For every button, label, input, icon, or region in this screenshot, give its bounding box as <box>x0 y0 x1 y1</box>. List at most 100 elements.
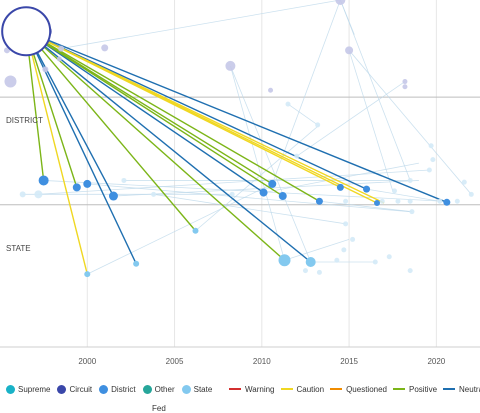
citation-line[interactable] <box>25 31 78 188</box>
faded-case-point[interactable] <box>34 190 43 199</box>
court-citation-chart: 2000 2005 2010 2015 2020 DISTRICT STATE <box>0 0 480 366</box>
case-point[interactable] <box>72 183 81 192</box>
faded-case-point[interactable] <box>341 247 347 253</box>
faded-case-point[interactable] <box>409 209 415 215</box>
legend-item-neutral[interactable]: Neutral <box>443 383 480 395</box>
case-point[interactable] <box>336 183 344 191</box>
x-tick-label: 2005 <box>166 357 184 366</box>
focal-case-circle[interactable] <box>1 6 52 57</box>
faded-case-point[interactable] <box>402 84 408 90</box>
case-point[interactable] <box>443 198 451 206</box>
faded-case-point[interactable] <box>372 259 378 265</box>
case-point[interactable] <box>192 227 199 234</box>
legend-item-circuit[interactable]: Circuit <box>57 383 92 395</box>
faded-case-point[interactable] <box>350 236 356 242</box>
legend-item-positive[interactable]: Positive <box>393 383 437 395</box>
faded-case-point[interactable] <box>56 56 62 62</box>
citation-line[interactable] <box>25 30 273 185</box>
citation-line[interactable] <box>25 30 284 197</box>
citation-line[interactable] <box>25 30 115 197</box>
faded-case-point[interactable] <box>19 191 26 198</box>
treatment-legend: Warning Caution Questioned Positive Neut… <box>229 383 480 395</box>
warning-line-icon <box>229 388 241 390</box>
faded-case-point[interactable] <box>379 198 385 204</box>
faded-case-point[interactable] <box>294 153 300 159</box>
faded-case-point[interactable] <box>461 179 467 185</box>
faded-case-point[interactable] <box>302 268 308 274</box>
citation-line[interactable] <box>25 30 385 204</box>
faded-case-point[interactable] <box>426 167 432 173</box>
positive-line-icon <box>393 388 405 390</box>
case-point[interactable] <box>363 185 371 193</box>
faded-case-point[interactable] <box>345 46 354 55</box>
legend-item-state[interactable]: State <box>181 383 212 395</box>
faded-case-point[interactable] <box>42 66 49 73</box>
background-link <box>43 180 444 202</box>
case-point[interactable] <box>84 271 91 278</box>
citation-line[interactable] <box>25 30 285 261</box>
case-point[interactable] <box>374 199 381 206</box>
state-dot-icon <box>181 384 191 394</box>
faded-case-point[interactable] <box>268 87 274 93</box>
background-link <box>339 0 355 35</box>
case-point[interactable] <box>108 191 118 201</box>
legend-item-questioned[interactable]: Questioned <box>330 383 387 395</box>
background-link <box>61 0 341 49</box>
citation-line[interactable] <box>25 30 264 194</box>
questioned-line-icon <box>330 388 343 390</box>
faded-case-point[interactable] <box>407 177 413 183</box>
faded-case-point[interactable] <box>454 198 460 204</box>
faded-case-point[interactable] <box>343 198 349 204</box>
citation-line[interactable] <box>25 30 367 190</box>
x-tick-label: 2020 <box>427 357 445 366</box>
case-point[interactable] <box>38 175 49 186</box>
legend-item-other[interactable]: Other <box>142 383 175 395</box>
citation-line[interactable] <box>25 30 197 232</box>
faded-case-point[interactable] <box>151 191 157 197</box>
faded-case-point[interactable] <box>335 0 346 5</box>
citation-line[interactable] <box>25 31 88 275</box>
legend-item-caution[interactable]: Caution <box>280 383 325 395</box>
faded-case-point[interactable] <box>316 269 322 275</box>
legend-label-caution: Caution <box>296 384 325 394</box>
case-point[interactable] <box>268 179 277 188</box>
faded-case-point[interactable] <box>402 79 408 85</box>
faded-case-point[interactable] <box>386 254 392 260</box>
case-point[interactable] <box>83 179 92 188</box>
faded-case-point[interactable] <box>395 198 401 204</box>
faded-case-point[interactable] <box>315 122 321 128</box>
legend-item-warning[interactable]: Warning <box>229 383 275 395</box>
faded-case-point[interactable] <box>407 268 413 274</box>
case-point[interactable] <box>278 254 291 267</box>
case-point[interactable] <box>278 192 287 201</box>
legend-label-district: District <box>111 384 136 394</box>
citation-line[interactable] <box>25 31 45 181</box>
faded-case-point[interactable] <box>428 143 434 149</box>
x-tick-label: 2010 <box>253 357 271 366</box>
faded-case-point[interactable] <box>430 157 436 163</box>
faded-case-point[interactable] <box>101 44 109 52</box>
case-point[interactable] <box>305 256 316 267</box>
faded-case-point[interactable] <box>391 188 397 194</box>
faded-case-point[interactable] <box>334 257 340 263</box>
citation-line[interactable] <box>25 30 312 263</box>
faded-case-point[interactable] <box>58 45 65 52</box>
background-link <box>153 193 346 225</box>
faded-case-point[interactable] <box>285 101 291 107</box>
faded-case-point[interactable] <box>343 221 349 227</box>
case-point[interactable] <box>259 188 268 197</box>
case-point[interactable] <box>133 260 140 267</box>
x-tick-label: 2015 <box>340 357 358 366</box>
faded-case-point[interactable] <box>407 198 413 204</box>
faded-case-point[interactable] <box>229 191 235 197</box>
legend-item-supreme[interactable]: Supreme <box>6 383 50 395</box>
legend-item-district[interactable]: District <box>99 383 136 395</box>
case-point[interactable] <box>315 197 323 205</box>
faded-case-point[interactable] <box>437 198 443 204</box>
faded-case-point[interactable] <box>121 177 127 183</box>
faded-case-point[interactable] <box>468 191 474 197</box>
faded-case-point[interactable] <box>4 75 17 88</box>
faded-case-point[interactable] <box>225 60 236 71</box>
citation-line[interactable] <box>25 30 320 202</box>
citation-line[interactable] <box>25 30 448 203</box>
